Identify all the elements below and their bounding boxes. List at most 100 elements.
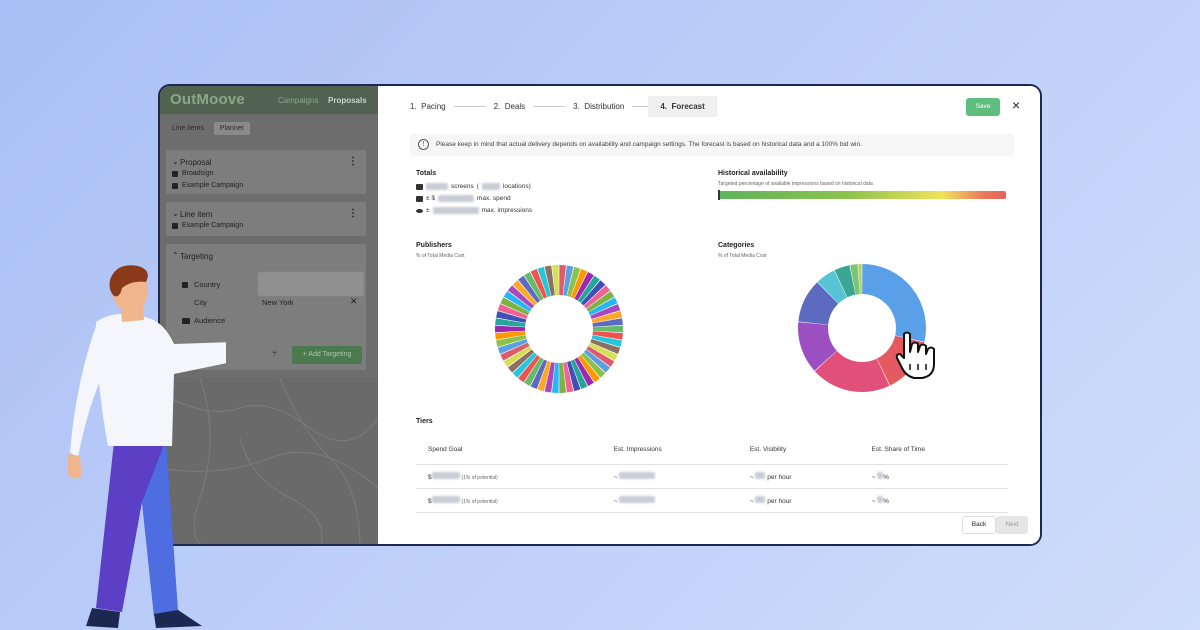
tab-line-items[interactable]: Line items: [172, 125, 204, 132]
donut-slice[interactable]: [507, 349, 535, 373]
donut-slice[interactable]: [563, 362, 574, 393]
donut-slice[interactable]: [588, 342, 618, 361]
donut-slice[interactable]: [551, 362, 559, 393]
donut-slice[interactable]: [544, 362, 555, 393]
donut-slice[interactable]: [530, 359, 548, 390]
redacted-value: [426, 183, 448, 190]
back-button[interactable]: Back: [962, 516, 996, 534]
nav-campaigns[interactable]: Campaigns: [278, 96, 319, 105]
donut-slice[interactable]: [537, 361, 551, 392]
chevron-down-icon[interactable]: ⌄: [172, 209, 179, 218]
donut-slice[interactable]: [577, 275, 600, 303]
donut-slice[interactable]: [496, 335, 527, 347]
donut-slice[interactable]: [798, 322, 837, 371]
donut-slice[interactable]: [544, 265, 555, 296]
proposal-title: Proposal: [180, 158, 212, 167]
donut-slice[interactable]: [567, 361, 581, 392]
donut-slice[interactable]: [591, 335, 622, 347]
step-forecast[interactable]: 4. Forecast: [648, 96, 717, 117]
next-button[interactable]: Next: [996, 516, 1028, 534]
donut-slice[interactable]: [591, 311, 622, 323]
donut-slice[interactable]: [574, 357, 594, 387]
spend-note: (1% of potential): [461, 498, 498, 505]
audience-input[interactable]: [258, 272, 364, 296]
donut-slice[interactable]: [798, 282, 839, 325]
donut-slice[interactable]: [495, 331, 526, 340]
donut-slice[interactable]: [559, 362, 567, 393]
donut-slice[interactable]: [814, 350, 890, 392]
donut-slice[interactable]: [500, 297, 530, 316]
donut-slice[interactable]: [581, 352, 606, 378]
chevron-up-icon[interactable]: ⌃: [172, 251, 179, 260]
donut-slice[interactable]: [524, 271, 544, 301]
donut-slice[interactable]: [817, 270, 848, 304]
donut-slice[interactable]: [503, 346, 532, 367]
availability-subtitle: Targeted percentage of available impress…: [718, 181, 873, 187]
donut-slice[interactable]: [497, 338, 528, 354]
donut-slice[interactable]: [590, 304, 621, 320]
proposal-card[interactable]: ⌄ Proposal ⋮ Broadsign Example Campaign: [166, 150, 366, 194]
donut-slice[interactable]: [588, 297, 618, 316]
donut-slice[interactable]: [581, 280, 606, 306]
nav-proposals[interactable]: Proposals: [328, 96, 367, 105]
donut-slice[interactable]: [570, 268, 588, 299]
donut-slice[interactable]: [858, 264, 862, 295]
donut-slice[interactable]: [512, 280, 537, 306]
donut-slice[interactable]: [570, 359, 588, 390]
percent: %: [883, 473, 889, 481]
donut-slice[interactable]: [592, 331, 623, 340]
tab-planner[interactable]: Planner: [213, 122, 251, 135]
publishers-donut[interactable]: [494, 264, 624, 394]
step-deals[interactable]: 2. Deals: [486, 96, 534, 117]
targeting-title: Targeting: [180, 252, 213, 261]
table-row[interactable]: $ (1% of potential) ~ ~ per hour ~ %: [416, 464, 1008, 489]
donut-slice[interactable]: [507, 285, 535, 309]
donut-slice[interactable]: [590, 338, 621, 354]
step-distribution[interactable]: 3. Distribution: [565, 96, 632, 117]
monitor-icon: [416, 183, 423, 190]
donut-slice[interactable]: [586, 291, 615, 312]
donut-slice[interactable]: [530, 268, 548, 299]
donut-slice[interactable]: [583, 285, 611, 309]
redacted-value: [481, 183, 500, 190]
donut-slice[interactable]: [518, 355, 541, 383]
donut-slice[interactable]: [518, 275, 541, 303]
save-button[interactable]: Save: [966, 98, 1000, 116]
branch-icon[interactable]: ⑂: [272, 348, 278, 358]
donut-slice[interactable]: [497, 304, 528, 320]
step-label: Pacing: [421, 102, 446, 111]
availability-bar: [718, 190, 1006, 200]
donut-slice[interactable]: [583, 349, 611, 373]
donut-slice[interactable]: [512, 352, 537, 378]
donut-slice[interactable]: [850, 264, 860, 295]
donut-slice[interactable]: [834, 265, 856, 298]
donut-slice[interactable]: [577, 355, 600, 383]
remove-city-icon[interactable]: ✕: [350, 296, 358, 306]
map-view[interactable]: [160, 378, 378, 544]
donut-slice[interactable]: [567, 266, 581, 297]
chevron-down-icon[interactable]: ⌄: [172, 157, 179, 166]
donut-slice[interactable]: [574, 271, 594, 301]
add-targeting-button[interactable]: + Add Targeting: [292, 346, 362, 364]
donut-slice[interactable]: [551, 265, 559, 296]
currency: $: [428, 473, 432, 481]
donut-slice[interactable]: [524, 357, 544, 387]
close-icon[interactable]: ×: [1012, 97, 1021, 113]
more-menu-icon[interactable]: ⋮: [348, 208, 358, 219]
more-menu-icon[interactable]: ⋮: [348, 156, 358, 167]
donut-slice[interactable]: [496, 311, 527, 323]
donut-slice[interactable]: [592, 318, 623, 327]
donut-slice[interactable]: [592, 325, 623, 333]
donut-slice[interactable]: [495, 318, 526, 327]
donut-slice[interactable]: [563, 265, 574, 296]
donut-slice[interactable]: [586, 346, 615, 367]
donut-slice[interactable]: [500, 342, 530, 361]
table-row[interactable]: $ (1% of potential) ~ ~ per hour ~ %: [416, 488, 1008, 513]
donut-slice[interactable]: [862, 264, 926, 342]
step-pacing[interactable]: 1. Pacing: [402, 96, 454, 117]
donut-slice[interactable]: [495, 325, 526, 333]
donut-slice[interactable]: [503, 291, 532, 312]
donut-slice[interactable]: [537, 266, 551, 297]
line-item-card[interactable]: ⌄ Line item ⋮ Example Campaign: [166, 202, 366, 236]
donut-slice[interactable]: [559, 265, 567, 296]
